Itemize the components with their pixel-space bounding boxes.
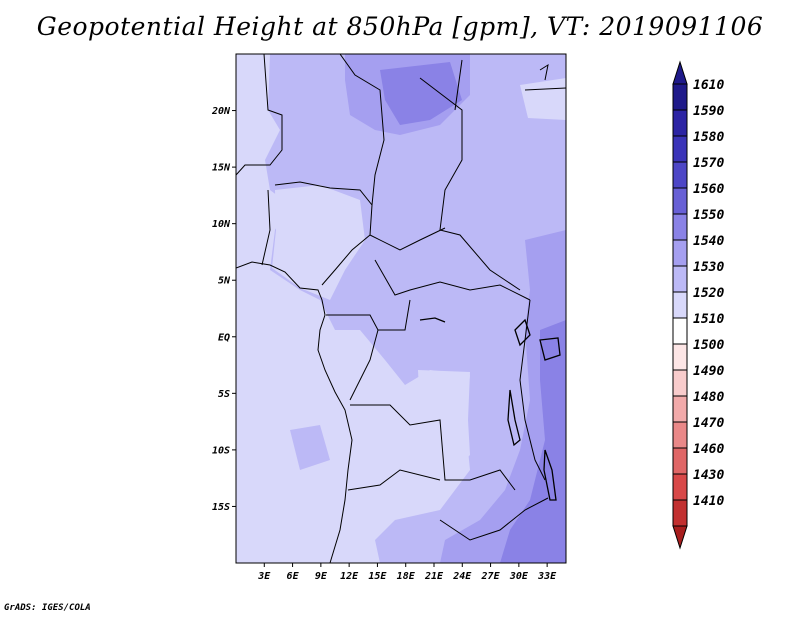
border-car-south — [374, 259, 531, 301]
colorbar-swatch — [672, 317, 688, 345]
lat-tick-label: 15S — [212, 502, 230, 513]
credit-label: GrADS: IGES/COLA — [4, 603, 91, 613]
field-1540-east — [440, 230, 566, 563]
field-1530 — [265, 54, 566, 563]
map-frame — [235, 53, 567, 564]
colorbar-label: 1570 — [693, 156, 724, 171]
lat-tick-label: 5S — [218, 389, 230, 400]
lake-victoria — [539, 337, 561, 361]
colorbar-label: 1480 — [693, 390, 724, 405]
colorbar-label: 1430 — [693, 468, 724, 483]
colorbar-swatch — [672, 291, 688, 319]
lon-tick-label: 9E — [315, 571, 328, 582]
lakes — [419, 317, 561, 501]
lake-tanganyika — [507, 389, 521, 447]
lon-tick-label: 24E — [452, 571, 472, 582]
lon-tick-label: 27E — [481, 571, 501, 582]
field-1520-central — [418, 370, 470, 470]
country-borders — [236, 54, 566, 563]
latitude-axis: 20N 15N 10N 5N EQ 5S 10S 15S — [211, 106, 236, 513]
border-angola-south — [347, 469, 441, 491]
height-field — [236, 54, 566, 563]
colorbar-swatch — [672, 265, 688, 293]
lon-tick-label: 30E — [509, 571, 529, 582]
colorbar-swatch — [672, 421, 688, 449]
lon-tick-label: 18E — [397, 571, 416, 582]
colorbar-swatch — [672, 109, 688, 137]
colorbar-swatch — [672, 161, 688, 189]
colorbar-label: 1470 — [693, 416, 724, 431]
lat-tick-label: EQ — [218, 332, 230, 343]
colorbar-label: 1580 — [693, 130, 724, 145]
river-congo — [419, 317, 446, 323]
border-libya — [454, 59, 463, 111]
colorbar-label: 1510 — [693, 312, 724, 327]
colorbar-label: 1550 — [693, 208, 724, 223]
border-zambia — [439, 497, 549, 541]
border-mali-niger — [236, 54, 283, 176]
colorbar-top-arrow — [672, 60, 688, 85]
field-1520-west — [272, 185, 365, 300]
lon-tick-label: 12E — [340, 571, 359, 582]
border-angola-drc — [350, 404, 516, 491]
colorbar-label: 1520 — [693, 286, 724, 301]
map-title: Geopotential Height at 850hPa [gpm], VT:… — [36, 12, 764, 41]
colorbar: 1610 1590 1580 1570 1560 1550 1540 1530 1520 1510… — [672, 60, 724, 550]
colorbar-label: 1560 — [693, 182, 724, 197]
colorbar-swatch — [672, 83, 688, 111]
lon-tick-label: 15E — [368, 571, 387, 582]
colorbar-swatch — [672, 135, 688, 163]
colorbar-swatch — [672, 395, 688, 423]
colorbar-label: 1610 — [693, 78, 724, 93]
colorbar-swatch — [672, 343, 688, 371]
colorbar-label: 1460 — [693, 442, 724, 457]
lon-tick-label: 6E — [287, 571, 300, 582]
colorbar-swatch — [672, 187, 688, 215]
colorbar-label: 1410 — [693, 494, 724, 509]
colorbar-swatch — [672, 499, 688, 527]
field-1530-sw — [290, 425, 330, 470]
border-benin — [261, 189, 271, 266]
lon-tick-label: 21E — [424, 571, 444, 582]
colorbar-label: 1490 — [693, 364, 724, 379]
border-chad-sudan — [419, 77, 521, 291]
border-congo-drc — [349, 329, 379, 401]
border-car-north — [369, 227, 446, 251]
border-east-lakes — [519, 299, 546, 481]
coast-red-sea — [539, 63, 549, 81]
border-egypt-sudan — [524, 87, 566, 91]
border-chad-west — [339, 54, 385, 206]
lake-malawi — [543, 449, 557, 501]
colorbar-label: 1540 — [693, 234, 724, 249]
colorbar-label: 1590 — [693, 104, 724, 119]
colorbar-label: 1530 — [693, 260, 724, 275]
coastline-west — [236, 261, 353, 563]
lake-albert — [514, 318, 531, 347]
lon-tick-label: 3E — [257, 571, 271, 582]
colorbar-label: 1500 — [693, 338, 724, 353]
lat-tick-label: 5N — [218, 276, 231, 287]
lon-tick-label: 33E — [537, 571, 557, 582]
longitude-axis: 3E 6E 9E 12E 15E 18E 21E 24E 27E 30E 33E — [257, 563, 557, 582]
colorbar-swatch — [672, 239, 688, 267]
colorbar-swatch — [672, 447, 688, 475]
colorbar-swatch — [672, 213, 688, 241]
lat-tick-label: 10S — [212, 445, 230, 456]
colorbar-swatch — [672, 473, 688, 501]
lat-tick-label: 10N — [212, 219, 231, 230]
lat-tick-label: 15N — [212, 163, 231, 174]
colorbar-swatch — [672, 369, 688, 397]
field-1550-east — [500, 320, 566, 563]
field-1550-north — [380, 62, 462, 125]
lat-tick-label: 20N — [211, 106, 231, 117]
colorbar-bottom-arrow — [672, 525, 688, 550]
